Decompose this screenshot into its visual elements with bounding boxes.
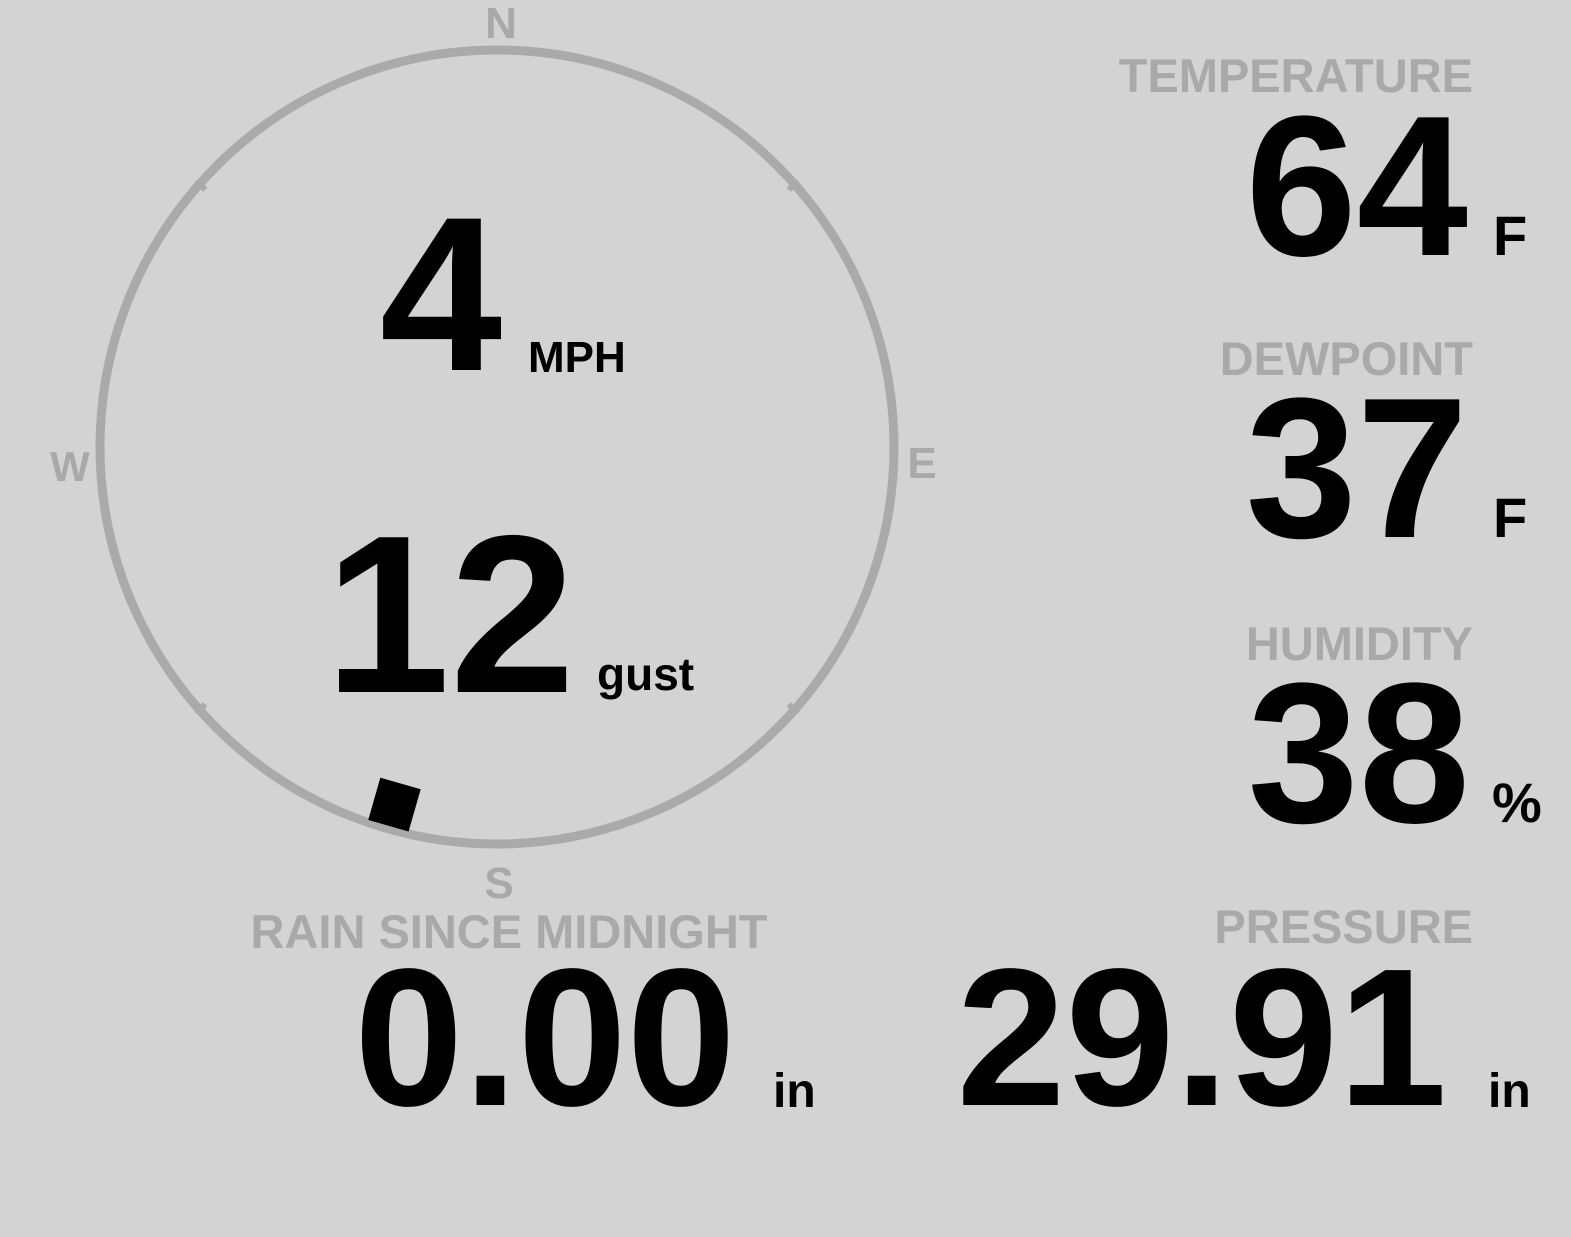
- compass-tick: [194, 702, 208, 716]
- dewpoint-unit: F: [1493, 486, 1527, 549]
- pressure-unit: in: [1488, 1065, 1531, 1118]
- pressure-value: 29.91: [957, 928, 1447, 1147]
- wind-direction-marker: [368, 777, 421, 832]
- wind-gust-unit: gust: [597, 648, 694, 700]
- compass-north: N: [485, 0, 517, 48]
- wind-gust: 12: [325, 488, 575, 740]
- pressure-label: PRESSURE: [1214, 900, 1473, 953]
- humidity-value: 38: [1248, 642, 1470, 865]
- compass-ticks: [194, 178, 800, 716]
- rain-unit: in: [773, 1065, 816, 1118]
- humidity-label: HUMIDITY: [1246, 617, 1473, 670]
- rain-label: RAIN SINCE MIDNIGHT: [251, 905, 768, 958]
- compass-west: W: [50, 443, 90, 490]
- compass-tick: [194, 178, 208, 192]
- dewpoint-label: DEWPOINT: [1220, 332, 1474, 385]
- wind-speed: 4: [380, 171, 502, 417]
- rain-value: 0.00: [354, 928, 735, 1147]
- compass-south: S: [484, 859, 513, 908]
- temperature-unit: F: [1493, 204, 1527, 267]
- temperature-value: 64: [1246, 75, 1468, 298]
- temperature-label: TEMPERATURE: [1119, 49, 1473, 102]
- wind-speed-unit: MPH: [528, 333, 626, 382]
- compass-ring: [95, 45, 899, 849]
- compass-tick: [786, 178, 800, 192]
- compass-tick: [786, 702, 800, 716]
- dewpoint-value: 37: [1246, 357, 1468, 580]
- humidity-unit: %: [1492, 771, 1542, 834]
- compass-east: E: [907, 439, 936, 488]
